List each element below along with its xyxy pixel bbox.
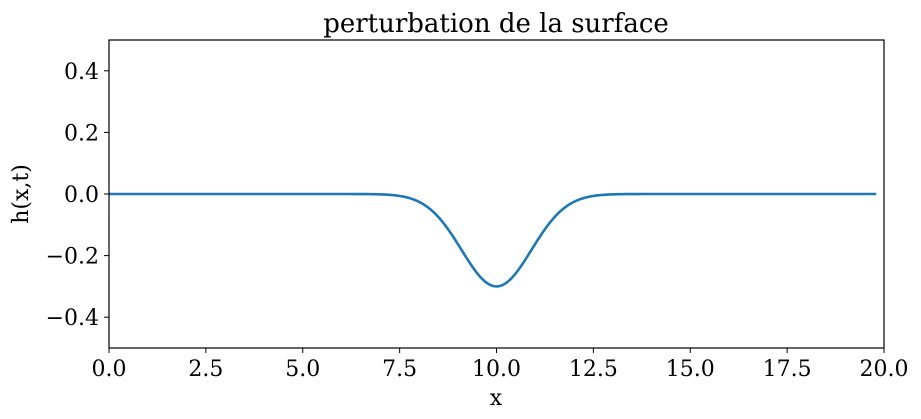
y-tick-label: −0.4 bbox=[46, 306, 99, 331]
x-tick-label: 2.5 bbox=[188, 357, 223, 382]
x-tick-label: 20.0 bbox=[860, 357, 909, 382]
chart-title: perturbation de la surface bbox=[323, 9, 669, 39]
series-line bbox=[109, 192, 877, 288]
x-tick-label: 10.0 bbox=[472, 357, 521, 382]
y-tick-label: 0.4 bbox=[64, 60, 99, 85]
plot-area bbox=[108, 39, 885, 349]
x-axis: 0.0 2.5 5.0 7.5 10.0 12.5 15.0 17.5 20.0 bbox=[92, 348, 909, 382]
x-axis-label: x bbox=[490, 386, 503, 411]
x-tick-label: 15.0 bbox=[666, 357, 715, 382]
x-tick-label: 17.5 bbox=[763, 357, 812, 382]
y-axis: 0.4 0.2 0.0 −0.2 −0.4 bbox=[46, 60, 109, 331]
x-tick-label: 0.0 bbox=[92, 357, 127, 382]
y-axis-label: h(x,t) bbox=[9, 164, 34, 224]
y-tick-label: 0.0 bbox=[64, 183, 99, 208]
y-tick-label: 0.2 bbox=[64, 121, 99, 146]
x-tick-label: 5.0 bbox=[285, 357, 320, 382]
x-tick-label: 7.5 bbox=[382, 357, 417, 382]
y-tick-label: −0.2 bbox=[46, 245, 99, 270]
x-tick-label: 12.5 bbox=[569, 357, 618, 382]
